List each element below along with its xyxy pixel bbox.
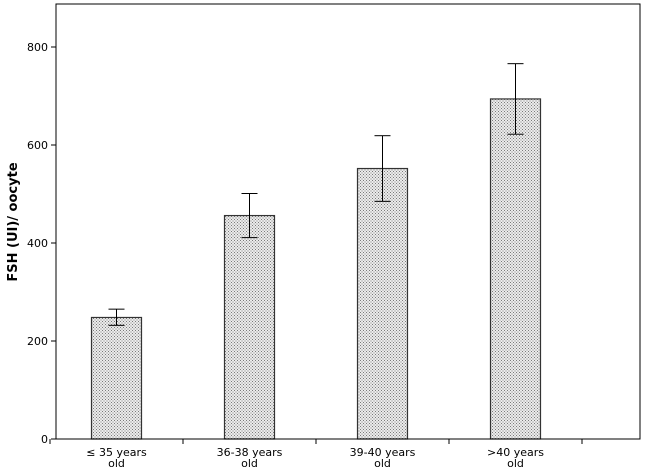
- x-tick-label-line: old: [507, 457, 524, 470]
- y-tick-label-3: 600: [27, 139, 48, 152]
- y-tick-label-4: 800: [27, 41, 48, 54]
- y-tick-label-2: 400: [27, 237, 48, 250]
- plot-frame: [55, 3, 641, 440]
- bars-layer: [90, 98, 542, 440]
- x-tick-label-line: 39-40 years: [350, 446, 416, 459]
- y-axis: 0 200 400 600 800: [27, 41, 56, 446]
- x-tick-label-line: old: [241, 457, 258, 470]
- bar-1: [223, 214, 276, 440]
- y-tick-label-0: 0: [41, 433, 48, 446]
- x-tick-label-line: old: [108, 457, 125, 470]
- y-axis-title: FSH (UI)/ oocyte: [6, 162, 21, 281]
- x-tick-label-line: >40 years: [487, 446, 544, 459]
- x-tick-label-1: 36-38 years old: [217, 446, 283, 470]
- bar-2: [356, 167, 409, 440]
- bar-3: [489, 98, 542, 440]
- x-tick-label-0: ≤ 35 years old: [86, 446, 147, 470]
- x-tick-label-line: old: [374, 457, 391, 470]
- y-tick-label-1: 200: [27, 335, 48, 348]
- x-tick-label-2: 39-40 years old: [350, 446, 416, 470]
- x-tick-label-line: 36-38 years: [217, 446, 283, 459]
- error-bars-layer: [108, 63, 524, 326]
- bar-0: [90, 316, 143, 440]
- x-tick-label-3: >40 years old: [487, 446, 544, 470]
- x-tick-label-line: ≤ 35 years: [86, 446, 147, 459]
